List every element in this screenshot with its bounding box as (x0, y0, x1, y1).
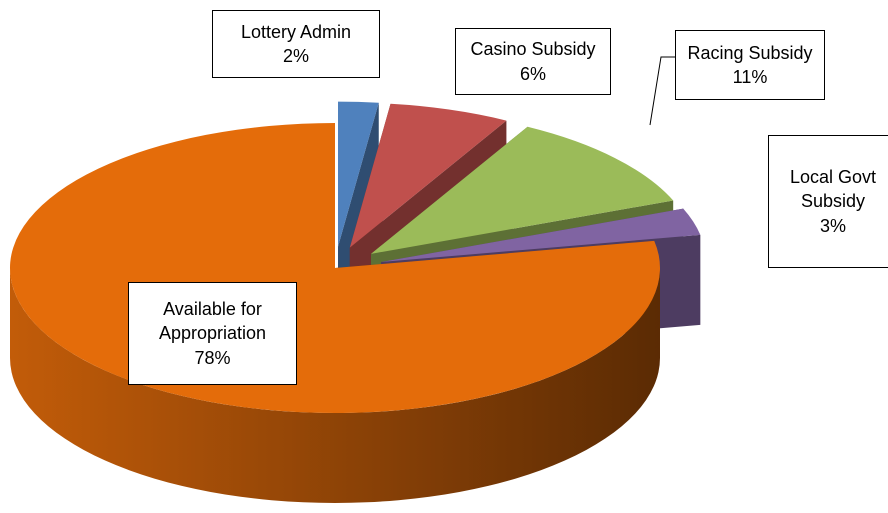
label-value: 2% (282, 46, 309, 66)
slice (338, 101, 379, 247)
label-value: 78% (194, 347, 231, 368)
label-value: 11% (732, 67, 768, 87)
label-name: Casino Subsidy (470, 39, 596, 60)
slice (371, 126, 674, 254)
slice (381, 208, 701, 263)
slice (349, 103, 507, 248)
data-label: Lottery Admin 2% (212, 10, 380, 78)
label-name: Lottery Admin (240, 21, 352, 42)
label-name: Available for Appropriation (158, 299, 267, 344)
data-label: Casino Subsidy 6% (455, 28, 611, 95)
label-name: Local Govt Subsidy (789, 167, 877, 212)
label-value: 6% (519, 63, 546, 84)
data-label: Local Govt Subsidy 3% (768, 135, 888, 268)
slice-wall (10, 268, 660, 503)
label-value: 3% (819, 215, 846, 236)
label-name: Racing Subsidy (687, 42, 813, 63)
data-label: Available for Appropriation 78% (128, 282, 297, 385)
leader-line (649, 56, 675, 126)
data-label: Racing Subsidy 11% (675, 30, 825, 100)
